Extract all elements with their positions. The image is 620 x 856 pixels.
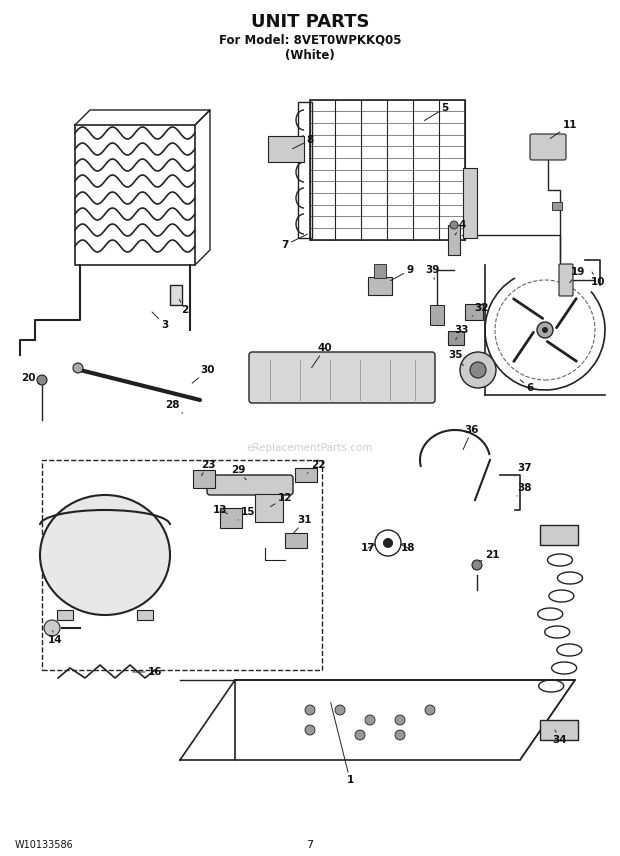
FancyArrowPatch shape — [514, 332, 533, 361]
Text: 29: 29 — [231, 465, 246, 480]
Circle shape — [542, 327, 548, 333]
Text: UNIT PARTS: UNIT PARTS — [250, 13, 370, 31]
Text: 2: 2 — [179, 300, 188, 315]
Text: 22: 22 — [307, 460, 326, 473]
Bar — [463, 168, 477, 238]
Text: 13: 13 — [213, 505, 228, 515]
Text: 18: 18 — [401, 543, 415, 553]
Ellipse shape — [40, 495, 170, 615]
Text: 3: 3 — [152, 312, 169, 330]
Bar — [310, 100, 465, 240]
Text: 23: 23 — [201, 460, 215, 476]
Circle shape — [537, 322, 553, 338]
Circle shape — [73, 363, 83, 373]
Circle shape — [305, 705, 315, 715]
Text: 17: 17 — [361, 543, 376, 553]
FancyArrowPatch shape — [547, 342, 577, 361]
FancyBboxPatch shape — [249, 352, 435, 403]
Bar — [465, 304, 483, 320]
Text: 19: 19 — [570, 267, 585, 282]
Circle shape — [305, 725, 315, 735]
Text: 33: 33 — [454, 325, 469, 340]
Bar — [540, 525, 578, 545]
Text: 9: 9 — [391, 265, 414, 281]
Circle shape — [460, 352, 496, 388]
Bar — [374, 264, 386, 278]
Bar — [285, 533, 307, 548]
Text: 20: 20 — [20, 373, 40, 383]
Bar — [298, 102, 312, 238]
Text: 12: 12 — [270, 493, 292, 507]
Text: 14: 14 — [48, 631, 63, 645]
Bar — [448, 331, 464, 345]
Bar — [170, 285, 182, 305]
Text: 11: 11 — [551, 120, 577, 139]
Text: 36: 36 — [463, 425, 479, 449]
Bar — [552, 202, 562, 210]
Circle shape — [395, 730, 405, 740]
Text: 8: 8 — [293, 135, 314, 149]
Text: 7: 7 — [281, 235, 308, 250]
Circle shape — [472, 560, 482, 570]
Circle shape — [450, 221, 458, 229]
FancyArrowPatch shape — [513, 299, 542, 318]
Text: 34: 34 — [552, 730, 567, 745]
Bar — [57, 610, 73, 620]
Text: 31: 31 — [294, 515, 312, 533]
FancyBboxPatch shape — [559, 264, 573, 296]
FancyBboxPatch shape — [207, 475, 293, 495]
Bar — [540, 720, 578, 740]
Text: W10133586: W10133586 — [15, 840, 74, 850]
Text: For Model: 8VET0WPKKQ05: For Model: 8VET0WPKKQ05 — [219, 33, 401, 46]
Bar — [295, 468, 317, 482]
Text: 4: 4 — [455, 220, 466, 235]
Text: 15: 15 — [238, 507, 255, 520]
Text: 10: 10 — [591, 272, 605, 287]
Bar — [137, 610, 153, 620]
Text: 37: 37 — [515, 463, 533, 476]
Circle shape — [395, 715, 405, 725]
Bar — [193, 470, 215, 488]
Text: 21: 21 — [479, 550, 499, 562]
Text: 28: 28 — [165, 400, 183, 413]
Circle shape — [365, 715, 375, 725]
Text: eReplacementParts.com: eReplacementParts.com — [247, 443, 373, 453]
Circle shape — [425, 705, 435, 715]
Text: (White): (White) — [285, 49, 335, 62]
Circle shape — [37, 375, 47, 385]
Bar — [430, 305, 444, 325]
Text: 7: 7 — [306, 840, 314, 850]
Circle shape — [335, 705, 345, 715]
Bar — [255, 494, 283, 522]
Text: 6: 6 — [520, 380, 534, 393]
Text: 39: 39 — [425, 265, 439, 279]
Text: 32: 32 — [472, 303, 489, 316]
FancyArrowPatch shape — [557, 299, 576, 328]
Bar — [368, 277, 392, 295]
Text: 38: 38 — [517, 483, 532, 496]
Circle shape — [470, 362, 486, 378]
Text: 35: 35 — [449, 350, 463, 366]
FancyBboxPatch shape — [530, 134, 566, 160]
Bar — [268, 136, 304, 162]
Circle shape — [383, 538, 393, 548]
Bar — [42, 460, 322, 670]
Bar — [220, 508, 242, 528]
Text: 40: 40 — [312, 343, 332, 368]
Text: 16: 16 — [133, 667, 162, 677]
Text: 30: 30 — [192, 365, 215, 383]
Text: 1: 1 — [330, 703, 353, 785]
Text: 5: 5 — [424, 103, 449, 121]
Circle shape — [44, 620, 60, 636]
Bar — [448, 225, 460, 255]
Circle shape — [355, 730, 365, 740]
